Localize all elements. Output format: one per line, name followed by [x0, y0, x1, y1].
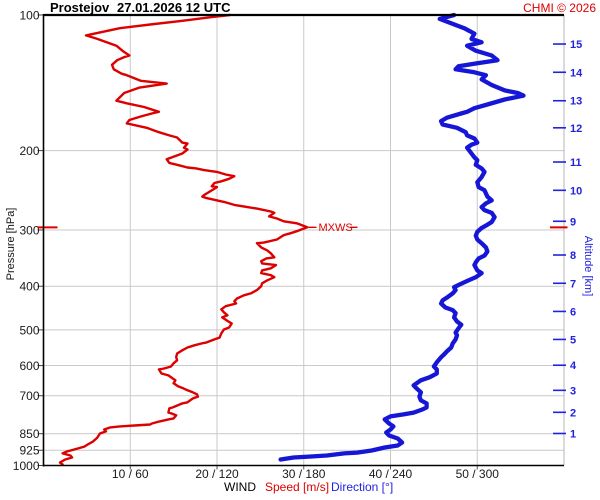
mxws-label: MXWS: [319, 222, 353, 234]
x-tick-label: 30 / 180: [282, 467, 326, 481]
x-tick-label: 50 / 300: [456, 467, 500, 481]
altitude-tick-label: 13: [570, 96, 582, 108]
altitude-tick-label: 9: [570, 216, 576, 228]
altitude-tick-label: 6: [570, 306, 576, 318]
wind-direction-curve: [278, 12, 526, 462]
pressure-tick-label: 300: [19, 223, 39, 237]
altitude-tick-label: 3: [570, 385, 576, 397]
pressure-tick-label: 100: [19, 9, 39, 23]
altitude-tick-label: 8: [570, 250, 576, 262]
altitude-tick-label: 7: [570, 278, 576, 290]
station-name: Prostejov: [50, 0, 110, 15]
x-axis-label-speed: Speed [m/s]: [265, 480, 330, 494]
sounding-datetime: 27.01.2026 12 UTC: [117, 0, 231, 15]
pressure-tick-label: 400: [19, 280, 39, 294]
pressure-tick-label: 925: [19, 444, 39, 458]
x-tick-label: 40 / 240: [369, 467, 413, 481]
altitude-tick-label: 12: [570, 123, 582, 135]
altitude-tick-label: 2: [570, 407, 576, 419]
altitude-tick-label: 1: [570, 428, 576, 440]
pressure-tick-label: 500: [19, 323, 39, 337]
pressure-tick-label: 850: [19, 427, 39, 441]
altitude-tick-label: 10: [570, 185, 582, 197]
pressure-tick-label: 600: [19, 359, 39, 373]
altitude-tick-label: 5: [570, 334, 576, 346]
pressure-tick-label: 200: [19, 144, 39, 158]
altitude-tick-label: 4: [570, 360, 577, 372]
x-tick-label: 10 / 60: [112, 467, 149, 481]
copyright-label: CHMI © 2026: [523, 1, 596, 15]
pressure-tick-label: 1000: [13, 459, 40, 473]
altitude-tick-label: 11: [570, 157, 582, 169]
altitude-tick-label: 15: [570, 39, 582, 51]
pressure-tick-label: 700: [19, 389, 39, 403]
wind-speed-curve: [58, 13, 309, 466]
x-tick-label: 20 / 120: [195, 467, 239, 481]
x-axis-label-wind: WIND: [224, 480, 256, 494]
altitude-tick-label: 14: [570, 67, 583, 79]
x-axis-label-direction: Direction [°]: [331, 480, 394, 494]
